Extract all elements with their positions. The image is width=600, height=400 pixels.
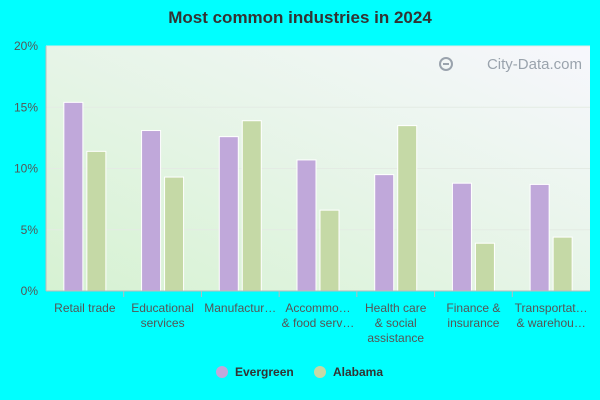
watermark-text: City-Data.com <box>487 56 582 73</box>
bar-alabama[interactable] <box>319 209 340 292</box>
category-label: Transportat… <box>515 301 588 315</box>
y-tick-label: 15% <box>14 100 38 114</box>
bar-evergreen[interactable] <box>218 136 239 292</box>
bar-evergreen[interactable] <box>374 174 395 292</box>
watermark: City-Data.com <box>439 56 582 73</box>
y-tick-label: 0% <box>21 284 39 298</box>
category-label: & warehou… <box>516 316 585 330</box>
chart-title: Most common industries in 2024 <box>168 8 432 27</box>
gridlines <box>46 45 590 231</box>
bar-evergreen[interactable] <box>296 159 317 292</box>
legend-label[interactable]: Evergreen <box>235 365 294 379</box>
category-label: Accommo… <box>285 301 350 315</box>
watermark-icon <box>439 57 453 71</box>
bars <box>63 101 573 297</box>
category-label: Health care <box>365 301 427 315</box>
y-tick-label: 5% <box>21 223 39 237</box>
y-tick-label: 10% <box>14 162 38 176</box>
category-label: services <box>141 316 185 330</box>
bar-alabama[interactable] <box>86 150 107 292</box>
bar-evergreen[interactable] <box>141 130 162 292</box>
category-label: assistance <box>367 331 424 345</box>
category-label: & food serv… <box>282 316 355 330</box>
category-label: & social <box>375 316 417 330</box>
bar-alabama[interactable] <box>552 236 573 292</box>
legend-label[interactable]: Alabama <box>333 365 383 379</box>
category-label: insurance <box>447 316 499 330</box>
category-label: Retail trade <box>54 301 116 315</box>
bar-evergreen[interactable] <box>529 183 550 292</box>
bar-evergreen[interactable] <box>63 101 84 292</box>
bar-evergreen[interactable] <box>451 182 472 292</box>
y-axis: 0% 5% 10% 15% 20% <box>14 39 590 298</box>
y-tick-label: 20% <box>14 39 38 53</box>
watermark-icon-circle <box>439 57 453 71</box>
category-label: Finance & <box>446 301 500 315</box>
bar-alabama[interactable] <box>474 242 495 292</box>
legend-swatch-evergreen[interactable] <box>216 366 228 378</box>
bar-alabama[interactable] <box>241 120 262 292</box>
bar-alabama[interactable] <box>397 125 418 292</box>
category-label: Manufactur… <box>204 301 276 315</box>
category-label: Educational <box>131 301 194 315</box>
bar-alabama[interactable] <box>164 176 185 292</box>
legend: Evergreen Alabama <box>216 365 383 379</box>
legend-swatch-alabama[interactable] <box>314 366 326 378</box>
